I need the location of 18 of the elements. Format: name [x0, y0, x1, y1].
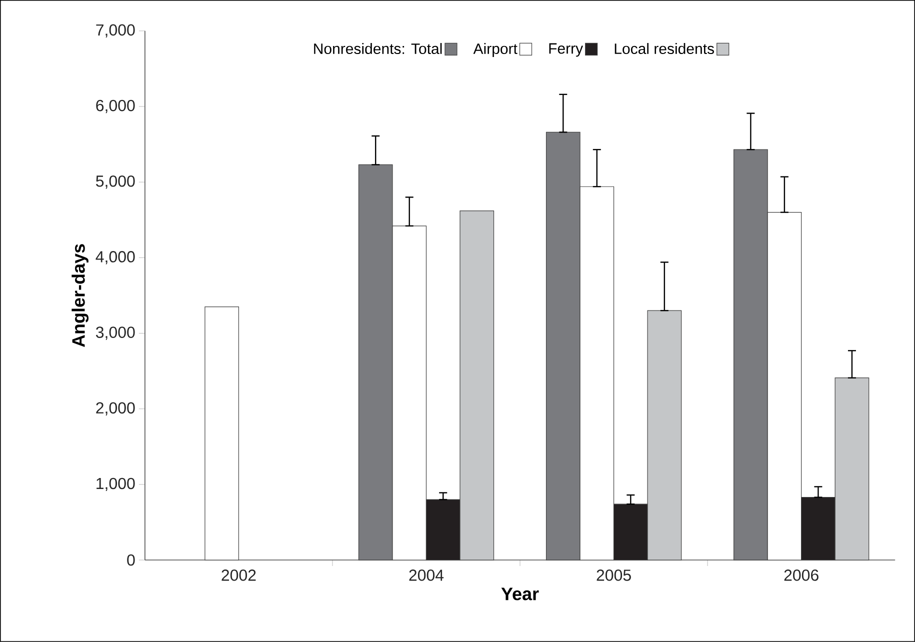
legend-label: Ferry — [549, 43, 584, 57]
legend-label: Nonresidents: Total — [314, 43, 442, 54]
y-tick-label: 3,000 — [96, 326, 135, 340]
x-tick-label: 2006 — [784, 570, 818, 581]
legend-label: Local residents — [614, 43, 714, 54]
x-axis-title: Year — [501, 588, 539, 600]
y-tick-label: 4,000 — [96, 251, 135, 264]
x-tick-label: 2005 — [596, 570, 631, 581]
y-tick-label: 1,000 — [96, 478, 135, 492]
x-tick-label: 2002 — [222, 570, 256, 581]
y-tick-label: 5,000 — [96, 176, 135, 189]
y-tick-label: 7,000 — [96, 24, 135, 38]
legend-label: Airport — [473, 43, 518, 58]
y-tick-label: 2,000 — [96, 402, 135, 416]
x-tick-label: 2004 — [409, 570, 444, 581]
y-axis-title: Angler-days — [72, 244, 89, 348]
y-tick-label: 6,000 — [96, 100, 135, 114]
y-tick-label: 0 — [127, 554, 135, 566]
